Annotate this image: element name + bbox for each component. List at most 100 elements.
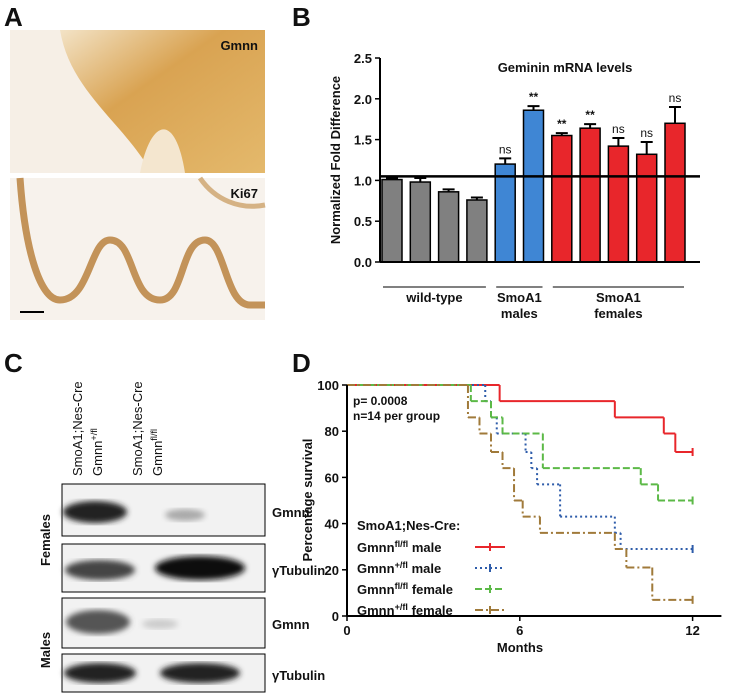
lane-label: SmoA1;Nes-Cre: [130, 381, 145, 476]
bar: [437, 191, 460, 263]
blot-band: [65, 560, 135, 580]
y-tick-label: 60: [325, 470, 339, 485]
error-bar: [470, 196, 483, 200]
y-tick-label: 2.5: [354, 51, 372, 66]
band-label: Gmnn: [272, 617, 310, 632]
bar: [607, 145, 630, 263]
lane-label-part: Gmnn: [150, 441, 165, 476]
legend-label-part: Gmnn: [357, 561, 395, 576]
x-axis-label: Months: [497, 640, 543, 655]
lane-label: SmoA1;Nes-Cre: [70, 381, 85, 476]
legend-label-part: fl/fl: [395, 539, 409, 549]
legend-label-part: male: [408, 561, 441, 576]
legend-label: Gmnn+/fl female: [357, 602, 453, 618]
band-label: γTubulin: [272, 563, 325, 578]
panel-label: B: [292, 2, 311, 32]
band-label: Gmnn: [272, 505, 310, 520]
error-bar: [442, 188, 455, 192]
error-bar: [584, 123, 597, 129]
panel-label: A: [4, 2, 23, 32]
annotation: p= 0.0008: [353, 394, 408, 408]
lane-label-part: +/fl: [89, 428, 99, 440]
lane-label-part: fl/fl: [149, 429, 159, 441]
image-label: Gmnn: [220, 38, 258, 53]
legend-label: Gmnnfl/fl female: [357, 581, 453, 597]
lane-label: Gmnn+/fl: [89, 428, 105, 476]
blot-band: [63, 501, 127, 523]
tissue-edge: [197, 176, 266, 209]
error-bar: [555, 132, 568, 136]
significance-label: ns: [669, 91, 682, 105]
y-axis-label: Normalized Fold Difference: [328, 76, 343, 244]
panel-label: D: [292, 348, 311, 378]
y-tick-label: 0.0: [354, 255, 372, 270]
legend-label-part: fl/fl: [395, 581, 409, 591]
chart-title: Geminin mRNA levels: [498, 60, 633, 75]
error-bar: [612, 136, 625, 147]
significance-label: ns: [640, 126, 653, 140]
bar: [635, 153, 658, 263]
band-label: γTubulin: [272, 668, 325, 683]
legend-label: Gmnnfl/fl male: [357, 539, 441, 555]
significance-label: **: [529, 90, 539, 104]
error-bar: [640, 141, 653, 155]
y-axis-label: Percentage survival: [300, 439, 315, 562]
y-tick-label: 1.5: [354, 133, 372, 148]
group-label: males: [501, 306, 538, 321]
blot-band: [66, 610, 130, 634]
tissue-fold: [140, 129, 185, 173]
legend-label: Gmnn+/fl male: [357, 560, 441, 576]
error-bar: [386, 176, 398, 180]
legend-label-part: +/fl: [395, 560, 408, 570]
blot-band: [64, 663, 136, 683]
lane-label: Gmnnfl/fl: [149, 429, 165, 476]
bar: [494, 163, 516, 263]
bar: [466, 199, 488, 263]
x-tick-label: 0: [343, 623, 350, 638]
legend-label-part: male: [408, 540, 441, 555]
significance-label: ns: [499, 142, 512, 156]
image-label: Ki67: [231, 186, 258, 201]
blot-band: [160, 663, 240, 683]
group-label: wild-type: [405, 290, 462, 305]
y-tick-label: 20: [325, 563, 339, 578]
error-bar: [499, 157, 512, 165]
legend-title: SmoA1;Nes-Cre:: [357, 518, 460, 533]
y-tick-label: 2.0: [354, 92, 372, 107]
y-tick-label: 1.0: [354, 173, 372, 188]
y-tick-label: 100: [317, 378, 339, 393]
error-bar: [527, 105, 540, 111]
significance-label: **: [557, 117, 567, 131]
bar: [522, 109, 545, 263]
tissue: [60, 30, 265, 173]
legend-label-part: +/fl: [395, 602, 408, 612]
annotation: n=14 per group: [353, 409, 440, 423]
y-tick-label: 80: [325, 424, 339, 439]
lane-label-part: Gmnn: [90, 441, 105, 476]
significance-label: **: [585, 108, 595, 122]
blot-band: [155, 556, 245, 580]
panel-label: C: [4, 348, 23, 378]
y-tick-label: 0.5: [354, 214, 372, 229]
legend-label-part: Gmnn: [357, 540, 395, 555]
y-tick-label: 0: [332, 609, 339, 624]
x-tick-label: 6: [516, 623, 523, 638]
significance-label: ns: [612, 122, 625, 136]
error-bar: [669, 105, 681, 124]
group-label: Females: [38, 514, 53, 566]
legend-label-part: female: [408, 582, 453, 597]
blot-band: [165, 509, 205, 521]
y-tick-label: 40: [325, 517, 339, 532]
legend-label-part: Gmnn: [357, 603, 395, 618]
x-tick-label: 12: [685, 623, 699, 638]
legend-label-part: female: [408, 603, 453, 618]
legend-label-part: Gmnn: [357, 582, 395, 597]
bar: [551, 134, 573, 263]
bar: [381, 178, 403, 263]
tissue-edge: [16, 177, 265, 309]
blot-band: [142, 619, 178, 629]
error-bar: [414, 176, 427, 183]
group-label: Males: [38, 632, 53, 668]
group-label: SmoA1: [497, 290, 542, 305]
